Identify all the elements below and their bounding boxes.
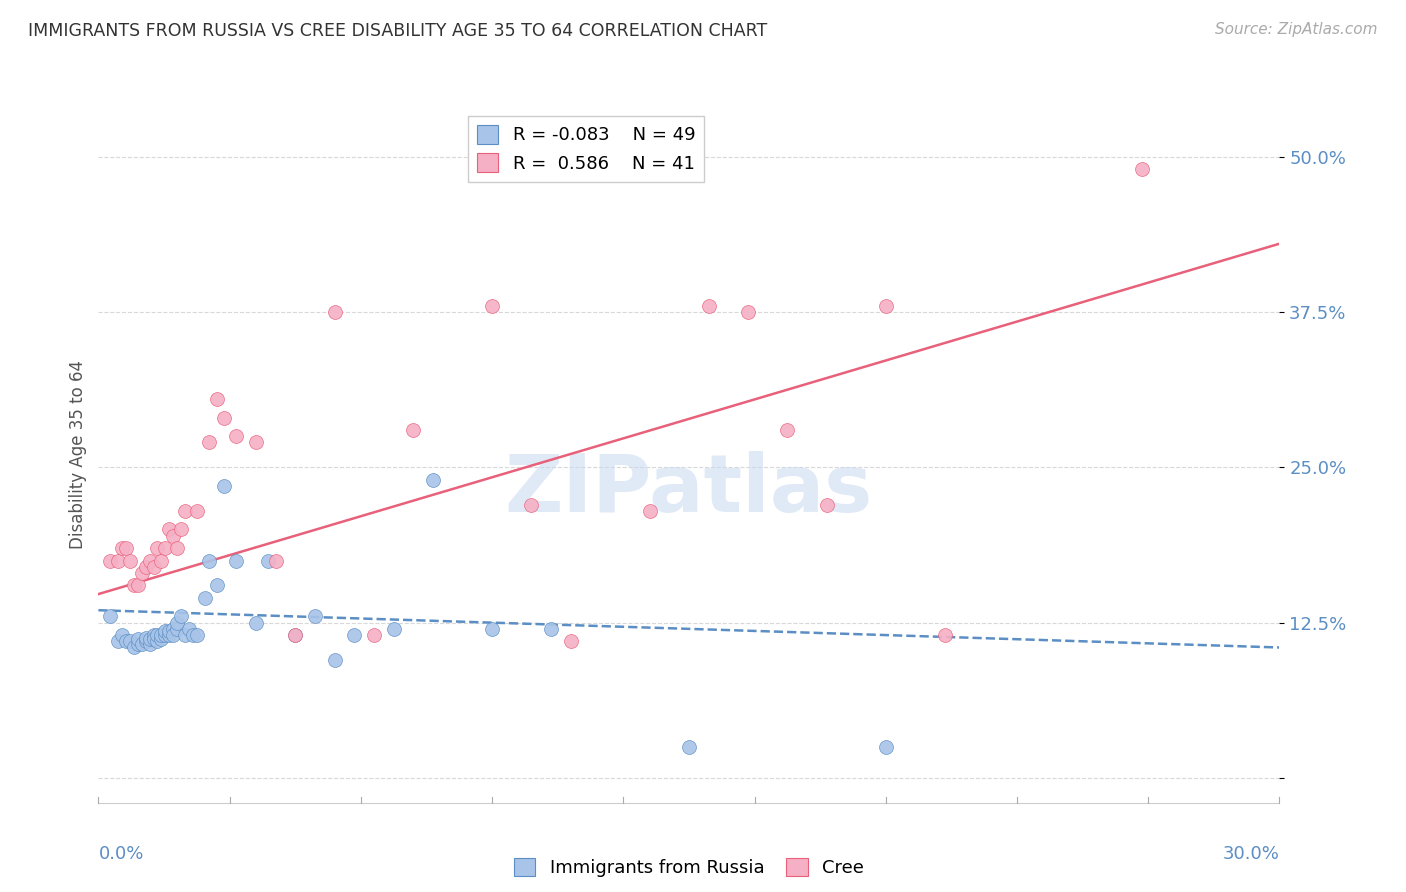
Point <box>170 609 193 624</box>
Point <box>111 541 134 555</box>
Point <box>245 435 267 450</box>
Point <box>815 498 838 512</box>
Point <box>157 624 180 639</box>
Point <box>127 578 149 592</box>
Point <box>638 504 661 518</box>
Point <box>323 305 346 319</box>
Point <box>177 622 200 636</box>
Point <box>363 628 385 642</box>
Point <box>157 523 180 537</box>
Point <box>214 479 236 493</box>
Point <box>122 578 145 592</box>
Point <box>146 628 169 642</box>
Point <box>118 553 141 567</box>
Point <box>875 739 897 754</box>
Point <box>170 523 193 537</box>
Point <box>138 632 160 646</box>
Point <box>150 553 173 567</box>
Point <box>118 634 141 648</box>
Text: 0.0%: 0.0% <box>98 845 143 863</box>
Point <box>225 553 247 567</box>
Point <box>122 640 145 655</box>
Point <box>382 622 405 636</box>
Point <box>284 628 307 642</box>
Point <box>107 634 129 648</box>
Point <box>560 634 582 648</box>
Point <box>162 622 184 636</box>
Point <box>1130 162 1153 177</box>
Point <box>776 423 799 437</box>
Point <box>214 410 236 425</box>
Point <box>174 504 197 518</box>
Point <box>146 541 169 555</box>
Point <box>264 553 287 567</box>
Point <box>245 615 267 630</box>
Point <box>155 628 177 642</box>
Point <box>323 653 346 667</box>
Point <box>146 634 169 648</box>
Point <box>162 628 184 642</box>
Point <box>875 299 897 313</box>
Point <box>520 498 543 512</box>
Point <box>481 299 503 313</box>
Point <box>284 628 307 642</box>
Point <box>131 637 153 651</box>
Point <box>205 392 228 406</box>
Point <box>186 504 208 518</box>
Y-axis label: Disability Age 35 to 64: Disability Age 35 to 64 <box>69 360 87 549</box>
Point <box>186 628 208 642</box>
Point <box>115 541 138 555</box>
Point <box>162 529 184 543</box>
Text: 30.0%: 30.0% <box>1223 845 1279 863</box>
Point <box>304 609 326 624</box>
Point <box>402 423 425 437</box>
Point <box>697 299 720 313</box>
Text: IMMIGRANTS FROM RUSSIA VS CREE DISABILITY AGE 35 TO 64 CORRELATION CHART: IMMIGRANTS FROM RUSSIA VS CREE DISABILIT… <box>28 22 768 40</box>
Point <box>142 559 165 574</box>
Point <box>115 634 138 648</box>
Point <box>422 473 444 487</box>
Text: Source: ZipAtlas.com: Source: ZipAtlas.com <box>1215 22 1378 37</box>
Point <box>343 628 366 642</box>
Point <box>205 578 228 592</box>
Point <box>98 553 121 567</box>
Text: ZIPatlas: ZIPatlas <box>505 450 873 529</box>
Point <box>225 429 247 443</box>
Point <box>135 631 157 645</box>
Point <box>166 541 188 555</box>
Point <box>166 615 188 630</box>
Point <box>155 541 177 555</box>
Point <box>150 628 173 642</box>
Point <box>197 553 219 567</box>
Point <box>135 559 157 574</box>
Point <box>150 632 173 646</box>
Point <box>166 622 188 636</box>
Point <box>174 628 197 642</box>
Point <box>256 553 278 567</box>
Point <box>142 632 165 646</box>
Point <box>127 637 149 651</box>
Point <box>131 566 153 580</box>
Point <box>138 637 160 651</box>
Point <box>540 622 562 636</box>
Point <box>127 632 149 646</box>
Point <box>98 609 121 624</box>
Point <box>197 435 219 450</box>
Point <box>107 553 129 567</box>
Point <box>157 628 180 642</box>
Point <box>934 628 956 642</box>
Point <box>678 739 700 754</box>
Point <box>135 634 157 648</box>
Point <box>181 628 204 642</box>
Point <box>111 628 134 642</box>
Point <box>138 553 160 567</box>
Point <box>481 622 503 636</box>
Point <box>155 624 177 639</box>
Point <box>194 591 217 605</box>
Point <box>142 628 165 642</box>
Point <box>737 305 759 319</box>
Legend: Immigrants from Russia, Cree: Immigrants from Russia, Cree <box>506 850 872 884</box>
